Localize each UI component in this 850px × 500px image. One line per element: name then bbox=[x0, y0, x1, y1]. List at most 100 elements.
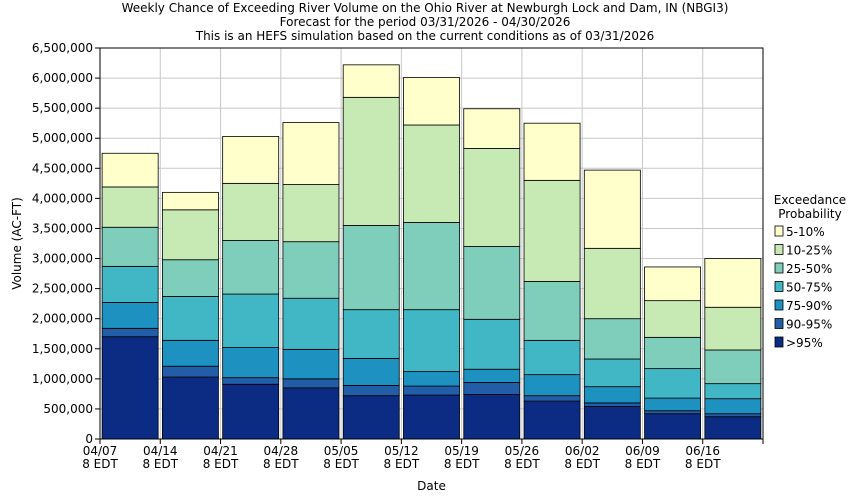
y-tick-label: 1,500,000 bbox=[32, 342, 93, 356]
x-tick-label-date: 06/09 bbox=[625, 444, 660, 458]
chart-subtitle-conditions: This is an HEFS simulation based on the … bbox=[195, 29, 655, 43]
bar-segment bbox=[583, 386, 641, 404]
x-tick-label-time: 8 EDT bbox=[444, 457, 480, 471]
y-tick-label: 2,500,000 bbox=[32, 282, 93, 296]
bar-segment bbox=[161, 339, 219, 367]
bar-segment bbox=[342, 64, 400, 98]
bar-segment bbox=[282, 348, 340, 380]
bar-segment bbox=[704, 398, 762, 415]
bar-segment bbox=[644, 368, 702, 399]
bar-segment bbox=[583, 247, 641, 320]
bar-segment bbox=[161, 365, 219, 378]
bar-segment bbox=[161, 376, 219, 440]
legend-entry-label: 25-50% bbox=[786, 262, 832, 276]
bar-segment bbox=[342, 395, 400, 440]
bar-segment bbox=[463, 148, 521, 247]
bar-segment bbox=[583, 318, 641, 360]
bar-segment bbox=[583, 169, 641, 249]
chart-subtitle-period: Forecast for the period 03/31/2026 - 04/… bbox=[279, 15, 571, 29]
y-tick-label: 500,000 bbox=[43, 402, 93, 416]
x-tick-label-date: 05/19 bbox=[444, 444, 479, 458]
x-tick-label-date: 06/02 bbox=[565, 444, 600, 458]
bar-segment bbox=[282, 387, 340, 440]
x-tick-label-date: 04/28 bbox=[264, 444, 299, 458]
legend-entry-label: 90-95% bbox=[786, 318, 832, 332]
x-tick-label-date: 04/07 bbox=[83, 444, 118, 458]
y-tick-label: 2,000,000 bbox=[32, 312, 93, 326]
bar-segment bbox=[403, 371, 460, 387]
x-axis-title: Date bbox=[417, 479, 446, 493]
y-tick-label: 6,000,000 bbox=[32, 71, 93, 85]
bar-segment bbox=[463, 394, 521, 440]
legend-entry-label: 50-75% bbox=[786, 281, 832, 295]
bar-segment bbox=[704, 416, 762, 440]
x-tick-label-time: 8 EDT bbox=[384, 457, 420, 471]
x-tick-label-date: 05/05 bbox=[324, 444, 359, 458]
legend-swatch bbox=[774, 225, 784, 237]
bar-segment bbox=[342, 309, 400, 359]
bar-segment bbox=[463, 382, 521, 395]
y-tick-label: 0 bbox=[85, 432, 93, 446]
bar-segment bbox=[161, 296, 219, 341]
chart-title: Weekly Chance of Exceeding River Volume … bbox=[121, 1, 729, 15]
bar-segment bbox=[101, 336, 159, 440]
bar-segment bbox=[282, 378, 340, 389]
bar-segment bbox=[222, 377, 280, 385]
bar-segment bbox=[342, 225, 400, 311]
bar-segment bbox=[523, 122, 581, 181]
bar-segment bbox=[403, 124, 460, 223]
bar-segment bbox=[523, 374, 581, 397]
bar-segment bbox=[583, 358, 641, 388]
bar-segment bbox=[161, 209, 219, 261]
legend-entry-label: 10-25% bbox=[786, 244, 832, 258]
legend-swatch bbox=[774, 318, 784, 329]
bar-segment bbox=[523, 400, 581, 440]
bar-segment bbox=[644, 410, 702, 415]
plot-border bbox=[99, 47, 764, 440]
y-tick-label: 4,500,000 bbox=[32, 161, 93, 175]
legend-swatch bbox=[774, 244, 784, 255]
bar-segment bbox=[101, 152, 159, 188]
legend-entry-label: 75-90% bbox=[786, 299, 832, 313]
bar-segment bbox=[101, 186, 159, 228]
legend-swatch bbox=[774, 299, 784, 311]
chart-title-block: Weekly Chance of Exceeding River Volume … bbox=[0, 1, 850, 43]
bar-segment bbox=[523, 280, 581, 341]
bar-segment bbox=[463, 318, 521, 370]
legend-title: Exceedance bbox=[774, 193, 846, 207]
bar-segment bbox=[222, 383, 280, 440]
bar-segment bbox=[222, 293, 280, 348]
bar-segment bbox=[342, 385, 400, 397]
legend-entry-label: 5-10% bbox=[786, 225, 825, 239]
bar-segment bbox=[161, 259, 219, 297]
x-tick-label-date: 06/16 bbox=[685, 444, 720, 458]
x-tick-label-time: 8 EDT bbox=[203, 457, 239, 471]
bar-segment bbox=[403, 77, 460, 126]
bar-segment bbox=[523, 395, 581, 402]
bar-segment bbox=[523, 179, 581, 282]
bar-segment bbox=[222, 240, 280, 295]
x-tick-label-date: 05/12 bbox=[384, 444, 419, 458]
bar-segment bbox=[222, 136, 280, 184]
bar-segment bbox=[463, 108, 521, 149]
bar-segment bbox=[161, 191, 219, 211]
x-tick-label-time: 8 EDT bbox=[323, 457, 359, 471]
bar-segment bbox=[342, 357, 400, 386]
bar-segment bbox=[704, 349, 762, 385]
y-tick-label: 4,000,000 bbox=[32, 191, 93, 205]
x-tick-label-time: 8 EDT bbox=[564, 457, 600, 471]
bar-segment bbox=[222, 182, 280, 241]
x-tick-label-time: 8 EDT bbox=[142, 457, 178, 471]
x-tick-label-date: 05/26 bbox=[505, 444, 540, 458]
bar-segment bbox=[704, 413, 762, 418]
bar-segment bbox=[583, 402, 641, 407]
y-tick-label: 3,000,000 bbox=[32, 252, 93, 266]
bar-segment bbox=[282, 184, 340, 243]
bar-segment bbox=[523, 339, 581, 376]
legend-swatch bbox=[774, 262, 784, 274]
bar-segment bbox=[101, 265, 159, 303]
x-tick-label-time: 8 EDT bbox=[263, 457, 299, 471]
x-tick-label-time: 8 EDT bbox=[625, 457, 661, 471]
legend-swatch bbox=[774, 281, 784, 292]
